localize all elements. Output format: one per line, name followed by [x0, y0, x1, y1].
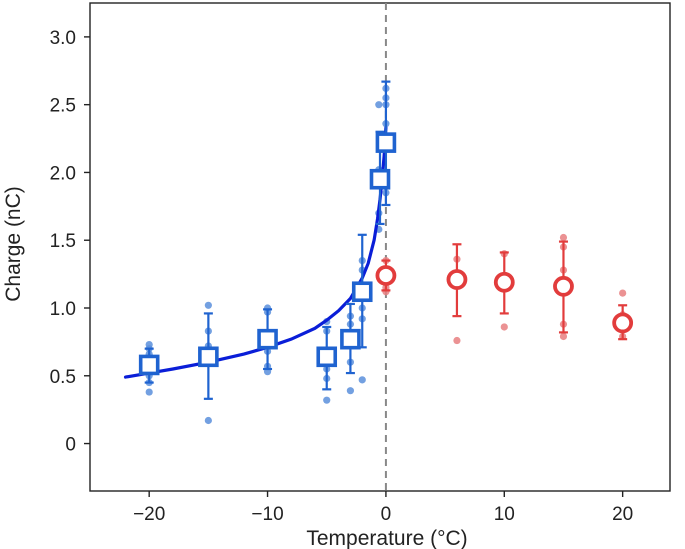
- data-point: [453, 336, 461, 345]
- mean-circle-marker: [446, 269, 468, 290]
- data-point: [346, 387, 355, 395]
- y-tick-label: 0.5: [50, 367, 76, 388]
- mean-square-marker: [351, 281, 373, 303]
- data-point: [619, 289, 627, 297]
- x-tick-label: 10: [494, 504, 515, 525]
- x-tick-label: 0: [381, 504, 392, 525]
- mean-square-marker: [138, 354, 160, 376]
- mean-square-marker: [340, 328, 361, 350]
- mean-square-marker: [198, 346, 219, 368]
- x-tick-label: 20: [612, 504, 633, 525]
- plot-border: [89, 2, 671, 492]
- data-point: [375, 101, 383, 109]
- y-tick-label: 1.0: [50, 299, 76, 320]
- data-point: [559, 332, 568, 341]
- x-axis-ticks: −20 −10 0 10 20: [133, 491, 633, 525]
- mean-circle-marker: [553, 275, 574, 297]
- data-point: [204, 301, 212, 309]
- mean-square-marker: [316, 346, 338, 368]
- plot-frame: [89, 2, 671, 492]
- data-point: [323, 396, 331, 404]
- y-tick-label: 3.0: [50, 28, 76, 49]
- y-tick-label: 2.0: [50, 163, 76, 184]
- data-point: [145, 388, 153, 396]
- mean-square-marker: [375, 132, 397, 153]
- data-point: [204, 416, 212, 425]
- x-axis-title: Temperature (°C): [306, 527, 467, 549]
- mean-square-marker: [369, 168, 391, 190]
- y-tick-label: 1.5: [50, 231, 76, 252]
- x-tick-label: −10: [251, 504, 283, 525]
- mean-circle-marker: [375, 265, 397, 286]
- mean-markers: [138, 132, 634, 376]
- y-axis-title: Charge (nC): [2, 186, 25, 302]
- y-tick-label: 2.5: [50, 96, 76, 117]
- data-point: [559, 233, 568, 242]
- data-point: [358, 376, 366, 384]
- mean-circle-marker: [612, 312, 634, 334]
- mean-square-marker: [257, 328, 278, 350]
- mean-circle-marker: [493, 271, 515, 293]
- x-tick-label: −20: [133, 504, 165, 525]
- y-tick-label: 0: [65, 435, 76, 456]
- data-point: [500, 323, 508, 331]
- y-axis-ticks: 0 0.5 1.0 1.5 2.0 2.5 3.0: [50, 28, 90, 456]
